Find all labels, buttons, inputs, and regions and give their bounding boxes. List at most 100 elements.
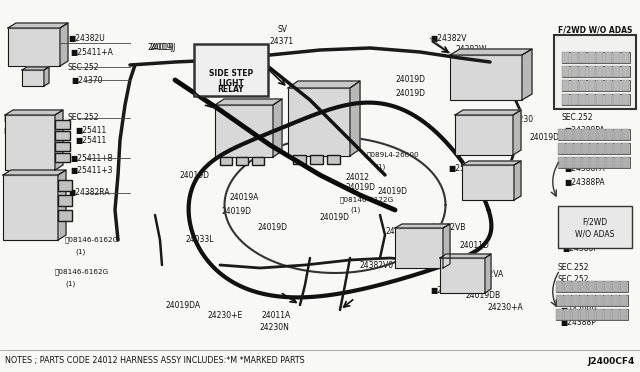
Bar (596, 52, 603, 63)
Bar (598, 157, 605, 168)
Polygon shape (455, 110, 521, 115)
Bar (604, 309, 611, 320)
Text: ■24382RA: ■24382RA (68, 189, 109, 198)
Text: SEC.252: SEC.252 (68, 62, 99, 71)
Text: 24382VB: 24382VB (432, 224, 467, 232)
Bar (582, 157, 589, 168)
Text: (1): (1) (65, 281, 76, 287)
Bar (621, 80, 628, 91)
Bar (613, 66, 620, 77)
Polygon shape (395, 224, 450, 228)
Text: 24019DB: 24019DB (465, 291, 500, 299)
Text: Ⓝ089L4-26600: Ⓝ089L4-26600 (367, 152, 420, 158)
Bar (579, 94, 586, 105)
Text: SEC.252: SEC.252 (68, 113, 99, 122)
Bar (455, 115, 513, 155)
Bar (596, 295, 603, 306)
Text: NOTES ; PARTS CODE 24012 HARNESS ASSY INCLUDES:*M *MARKED PARTS: NOTES ; PARTS CODE 24012 HARNESS ASSY IN… (5, 356, 305, 365)
Bar (604, 295, 611, 306)
Bar (8, 28, 60, 66)
Bar (293, 155, 306, 164)
Text: Ⓡ08146-6122G: Ⓡ08146-6122G (340, 197, 394, 203)
Bar (572, 295, 579, 306)
Bar (613, 94, 620, 105)
Polygon shape (60, 23, 68, 66)
Text: ■24388PA: ■24388PA (564, 125, 605, 135)
Bar (579, 52, 586, 63)
Text: Ⓡ08146-6162G: Ⓡ08146-6162G (65, 237, 119, 243)
Text: 24382V0: 24382V0 (360, 260, 394, 269)
Bar (621, 94, 628, 105)
Bar (598, 129, 605, 140)
Bar (580, 309, 587, 320)
Bar (570, 66, 577, 77)
Text: 24230N: 24230N (260, 324, 290, 333)
Text: ■24388PA: ■24388PA (564, 177, 605, 186)
Bar (605, 66, 611, 77)
Bar (622, 157, 629, 168)
Bar (606, 143, 613, 154)
Bar (590, 129, 597, 140)
Text: 24019A: 24019A (230, 193, 259, 202)
Text: 24019D: 24019D (180, 170, 210, 180)
Text: ■24382V: ■24382V (430, 33, 467, 42)
Text: 24019DA: 24019DA (165, 301, 200, 310)
Bar (570, 80, 577, 91)
Bar (574, 143, 581, 154)
Text: ■24382U: ■24382U (68, 33, 105, 42)
Polygon shape (273, 99, 282, 157)
Bar (588, 80, 595, 91)
Text: 24019J: 24019J (148, 44, 174, 52)
Bar (582, 143, 589, 154)
Bar (621, 52, 628, 63)
Bar (596, 66, 603, 77)
Bar (220, 157, 232, 165)
Bar (558, 129, 565, 140)
Polygon shape (522, 49, 532, 100)
Text: 24019J: 24019J (150, 44, 177, 52)
Bar (558, 157, 565, 168)
Bar (558, 206, 632, 248)
Bar (55, 131, 70, 140)
FancyBboxPatch shape (554, 35, 636, 109)
Polygon shape (513, 110, 521, 155)
Text: ■25465N: ■25465N (448, 164, 485, 173)
Bar (620, 309, 627, 320)
Bar (596, 94, 603, 105)
Polygon shape (485, 254, 491, 293)
Bar (3, 175, 58, 240)
Text: 24011A: 24011A (385, 228, 414, 237)
Text: SV: SV (278, 26, 288, 35)
Bar (588, 309, 595, 320)
Bar (562, 94, 569, 105)
Bar (564, 309, 571, 320)
Bar (288, 88, 350, 156)
Bar (252, 157, 264, 165)
Bar (582, 129, 589, 140)
Polygon shape (22, 67, 49, 70)
Polygon shape (5, 110, 63, 115)
Polygon shape (58, 170, 66, 240)
Text: F/2WD: F/2WD (582, 218, 607, 227)
Text: ■24388P: ■24388P (562, 244, 598, 253)
Bar (215, 105, 273, 157)
Text: ■25411: ■25411 (75, 125, 106, 135)
Text: 24230+E: 24230+E (208, 311, 243, 320)
Text: 24012: 24012 (345, 173, 369, 183)
Bar (590, 157, 597, 168)
FancyBboxPatch shape (194, 44, 268, 96)
Bar (395, 228, 443, 268)
Bar (556, 295, 628, 306)
Bar (614, 157, 621, 168)
Bar (556, 281, 628, 292)
Text: ■25411+B: ■25411+B (70, 154, 113, 163)
Bar (556, 309, 563, 320)
Bar (572, 281, 579, 292)
Text: W/O ADAS: W/O ADAS (575, 230, 614, 238)
Text: Ⓡ08146-6162G: Ⓡ08146-6162G (55, 269, 109, 275)
Bar (613, 52, 620, 63)
Text: ■24388P: ■24388P (560, 305, 596, 314)
Bar (566, 143, 573, 154)
Bar (620, 295, 627, 306)
Polygon shape (450, 49, 532, 55)
